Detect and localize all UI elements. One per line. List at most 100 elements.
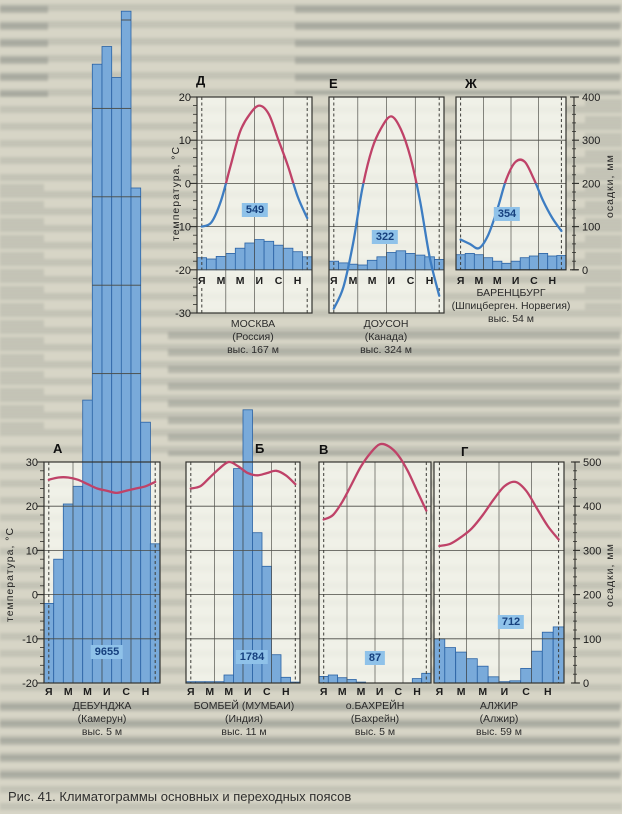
svg-text:Н: Н [282, 686, 290, 698]
svg-text:М: М [368, 275, 377, 287]
station-region: (Канада) [364, 331, 408, 344]
svg-text:И: И [256, 275, 264, 287]
svg-text:0: 0 [185, 178, 191, 190]
station-region: (Алжир) [479, 713, 519, 726]
figure-caption: Рис. 41. Климатограммы основных и перехо… [8, 789, 352, 804]
svg-text:-10: -10 [22, 634, 38, 646]
station-elevation: выс. 5 м [354, 726, 396, 739]
svg-text:Я: Я [436, 686, 444, 698]
svg-text:М: М [475, 275, 484, 287]
svg-text:Н: Н [142, 686, 150, 698]
svg-text:Н: Н [294, 275, 302, 287]
svg-text:И: И [512, 275, 520, 287]
svg-text:С: С [407, 275, 415, 287]
annual-precip-badge: 87 [364, 651, 386, 665]
station-city: БОМБЕЙ (МУМБАИ) [193, 700, 295, 712]
svg-text:Я: Я [457, 275, 465, 287]
svg-text:Н: Н [426, 275, 434, 287]
svg-text:И: И [244, 686, 252, 698]
svg-text:Я: Я [198, 275, 206, 287]
station-caption-bombay: БОМБЕЙ (МУМБАИ) (Индия) выс. 11 м [154, 700, 334, 739]
svg-text:Я: Я [320, 686, 328, 698]
svg-text:0: 0 [32, 590, 38, 602]
station-elevation: выс. 54 м [487, 313, 535, 326]
precip-axis-title-bottom: осадки, мм [604, 543, 616, 607]
station-elevation: выс. 11 м [221, 726, 267, 739]
station-city: МОСКВА [230, 318, 276, 330]
svg-text:М: М [205, 686, 214, 698]
chart-label-g: Г [461, 444, 469, 459]
station-region: (Камерун) [77, 713, 127, 726]
station-region: (Шпицберген. Норвегия) [451, 300, 571, 313]
annual-precip-badge: 1784 [235, 650, 269, 664]
svg-text:С: С [263, 686, 271, 698]
annual-precip-badge: 354 [493, 207, 521, 221]
svg-text:С: С [395, 686, 403, 698]
annual-precip-badge: 322 [371, 230, 399, 244]
svg-text:100: 100 [582, 222, 600, 234]
station-city: АЛЖИР [479, 700, 519, 712]
station-elevation: выс. 324 м [360, 344, 412, 357]
temp-axis-title-top: температура, °С [170, 145, 182, 241]
svg-text:-20: -20 [175, 265, 191, 277]
svg-text:И: И [388, 275, 396, 287]
svg-text:С: С [275, 275, 283, 287]
svg-text:Н: Н [544, 686, 552, 698]
svg-text:И: И [103, 686, 111, 698]
station-caption-debundzha: ДЕБУНДЖА (Камерун) выс. 5 м [12, 700, 192, 739]
station-caption-barentsburg: БАРЕНЦБУРГ (Шпицберген. Норвегия) выс. 5… [421, 287, 601, 326]
station-caption-moscow: МОСКВА (Россия) выс. 167 м [163, 318, 343, 357]
svg-text:-10: -10 [175, 222, 191, 234]
svg-text:М: М [457, 686, 466, 698]
svg-text:0: 0 [583, 678, 589, 690]
svg-text:М: М [224, 686, 233, 698]
svg-text:10: 10 [26, 545, 38, 557]
station-elevation: выс. 5 м [81, 726, 123, 739]
annual-precip-badge: 712 [497, 615, 525, 629]
svg-text:200: 200 [582, 178, 600, 190]
svg-text:М: М [478, 686, 487, 698]
svg-text:Я: Я [187, 686, 195, 698]
svg-text:-20: -20 [22, 678, 38, 690]
station-caption-dawson: ДОУСОН (Канада) выс. 324 м [296, 318, 476, 357]
svg-text:М: М [217, 275, 226, 287]
svg-text:С: С [530, 275, 538, 287]
chart-label-v: В [319, 442, 329, 457]
annual-precip-badge: 549 [241, 203, 269, 217]
svg-text:М: М [83, 686, 92, 698]
svg-text:С: С [122, 686, 130, 698]
svg-text:М: М [349, 275, 358, 287]
svg-text:10: 10 [179, 135, 191, 147]
station-region: (Бахрейн) [350, 713, 400, 726]
station-city: БАРЕНЦБУРГ [476, 287, 546, 299]
svg-text:Я: Я [45, 686, 53, 698]
svg-text:500: 500 [583, 457, 601, 469]
svg-text:И: И [501, 686, 509, 698]
svg-text:Н: Н [549, 275, 557, 287]
station-city: ДЕБУНДЖА [72, 700, 132, 712]
svg-text:400: 400 [583, 501, 601, 513]
station-caption-algiers: АЛЖИР (Алжир) выс. 59 м [409, 700, 589, 739]
station-city: о.БАХРЕЙН [345, 700, 405, 712]
station-region: (Россия) [232, 331, 274, 344]
svg-text:300: 300 [583, 545, 601, 557]
svg-text:200: 200 [583, 590, 601, 602]
svg-text:100: 100 [583, 634, 601, 646]
svg-text:20: 20 [179, 92, 191, 104]
precip-axis-title-top: осадки, мм [604, 154, 616, 218]
svg-text:0: 0 [582, 265, 588, 277]
svg-text:М: М [64, 686, 73, 698]
svg-text:М: М [236, 275, 245, 287]
svg-text:М: М [493, 275, 502, 287]
chart-label-a: А [53, 441, 63, 456]
svg-text:С: С [522, 686, 530, 698]
station-caption-bahrain: о.БАХРЕЙН (Бахрейн) выс. 5 м [285, 700, 465, 739]
temp-axis-title-bottom: температура, °С [4, 526, 16, 622]
